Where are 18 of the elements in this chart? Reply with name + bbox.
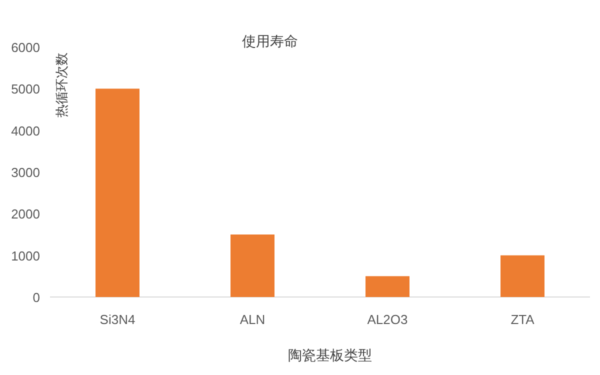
y-tick-label: 5000 (11, 82, 40, 97)
y-tick-label: 4000 (11, 123, 40, 138)
x-axis-title: 陶瓷基板类型 (288, 347, 372, 363)
x-tick-label: ZTA (510, 312, 535, 327)
y-tick-label: 6000 (11, 40, 40, 55)
y-tick-label: 2000 (11, 206, 40, 222)
x-tick-label: Si3N4 (100, 312, 136, 327)
bar (366, 276, 410, 297)
x-tick-label: AL2O3 (367, 312, 408, 327)
bar (96, 88, 140, 297)
y-axis-title: 热循环次数 (54, 52, 69, 118)
bar (500, 255, 544, 297)
y-tick-label: 0 (32, 290, 40, 305)
chart-title: 使用寿命 (242, 33, 298, 49)
bar (230, 234, 274, 297)
x-tick-label: ALN (240, 312, 266, 327)
y-tick-label: 1000 (11, 248, 40, 264)
y-tick-label: 3000 (11, 165, 40, 180)
